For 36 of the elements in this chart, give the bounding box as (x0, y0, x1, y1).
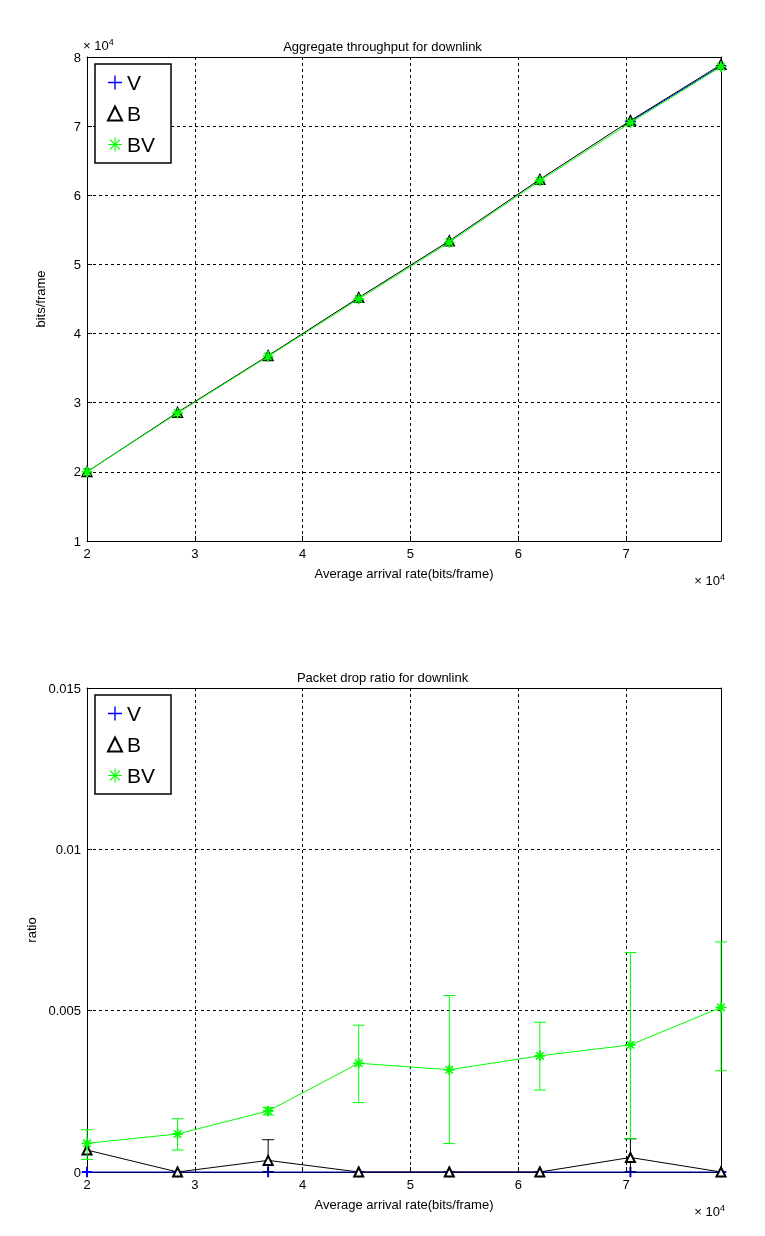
x-tick-label: 7 (622, 1177, 630, 1192)
y-axis-title: ratio (23, 917, 39, 943)
x-tick-label: 7 (622, 546, 630, 561)
legend-label: V (127, 702, 142, 725)
x-tick-label: 6 (514, 546, 522, 561)
y-tick-label: 6 (73, 187, 81, 203)
chart-title: Aggregate throughput for downlink (283, 39, 483, 54)
x-tick-label: 2 (83, 546, 91, 561)
y-tick-label: 0.005 (48, 1003, 81, 1019)
y-tick-label: 7 (73, 118, 81, 134)
y-axis-title: bits/frame (33, 270, 48, 328)
legend-label: B (127, 733, 142, 756)
legend-label: BV (127, 133, 156, 156)
x-tick-label: 3 (191, 1177, 199, 1192)
y-tick-label: 1 (73, 533, 81, 549)
x-tick-label: 6 (514, 1177, 522, 1192)
y-tick-label: 3 (73, 395, 81, 411)
legend-label: BV (127, 764, 156, 787)
x-tick-label: 5 (406, 1177, 415, 1192)
legend-label: V (127, 71, 142, 94)
y-tick-label: 4 (73, 326, 81, 342)
y-tick-label: 8 (73, 49, 81, 65)
y-tick-label: 2 (73, 464, 81, 480)
x-tick-label: 3 (191, 546, 199, 561)
y-tick-label: 0.015 (48, 680, 81, 696)
y-tick-label: 0 (73, 1164, 81, 1180)
x-axis-title: Average arrival rate(bits/frame) (314, 1197, 494, 1212)
x-tick-label: 2 (83, 1177, 91, 1192)
chart-title: Packet drop ratio for downlink (296, 670, 469, 685)
x-tick-label: 4 (299, 546, 307, 561)
y-tick-label: 0.01 (55, 841, 81, 857)
y-tick-label: 5 (73, 256, 81, 272)
legend-label: B (127, 102, 142, 125)
x-axis-title: Average arrival rate(bits/frame) (314, 566, 494, 581)
x-tick-label: 5 (406, 546, 415, 561)
x-tick-label: 4 (299, 1177, 307, 1192)
